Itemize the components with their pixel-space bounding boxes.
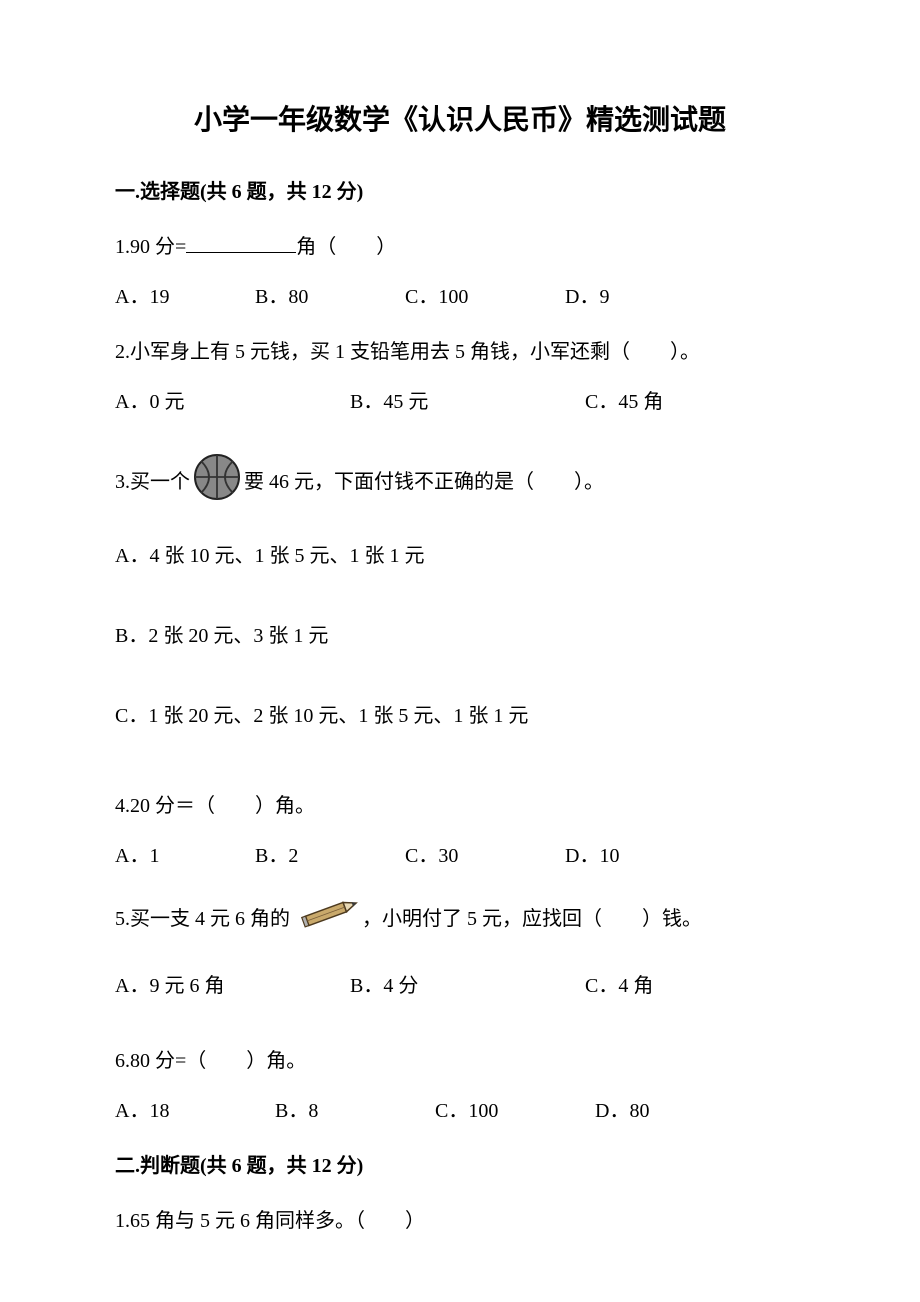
q2-opt-b: B．45 元 — [350, 387, 585, 417]
q5-text: 5.买一支 4 元 6 角的 ，小明付了 5 元，应找回（ ）钱。 — [115, 896, 805, 941]
q1-opt-c: C．100 — [405, 282, 565, 312]
q3-text-after: 要 46 元，下面付钱不正确的是（ ）。 — [244, 467, 604, 497]
q3-options: A．4 张 10 元、1 张 5 元、1 张 1 元 B．2 张 20 元、3 … — [115, 541, 805, 731]
q5-text-before: 5.买一支 4 元 6 角的 — [115, 904, 290, 934]
q4-text: 4.20 分＝（ ）角。 — [115, 791, 805, 821]
q3-opt-a: A．4 张 10 元、1 张 5 元、1 张 1 元 — [115, 541, 805, 571]
q5-opt-b: B．4 分 — [350, 971, 585, 1001]
q4-options: A．1 B．2 C．30 D．10 — [115, 841, 805, 871]
page-title: 小学一年级数学《认识人民币》精选测试题 — [115, 100, 805, 142]
q4-opt-b: B．2 — [255, 841, 405, 871]
q1-blank — [186, 233, 296, 253]
question-4: 4.20 分＝（ ）角。 A．1 B．2 C．30 D．10 — [115, 791, 805, 871]
q5-opt-a: A．9 元 6 角 — [115, 971, 350, 1001]
q1-opt-b: B．80 — [255, 282, 405, 312]
q2-opt-a: A．0 元 — [115, 387, 350, 417]
q1-text-before: 1.90 分= — [115, 236, 186, 258]
question-5: 5.买一支 4 元 6 角的 ，小明付了 5 元，应找回（ ）钱。 A．9 元 … — [115, 896, 805, 1001]
question-3: 3.买一个 要 46 元，下面付钱不正确的是（ ）。 A．4 张 10 元、1 … — [115, 452, 805, 731]
q4-opt-c: C．30 — [405, 841, 565, 871]
q6-options: A．18 B．8 C．100 D．80 — [115, 1096, 805, 1126]
q3-opt-c: C．1 张 20 元、2 张 10 元、1 张 5 元、1 张 1 元 — [115, 701, 805, 731]
q1-text: 1.90 分= 角（ ） — [115, 232, 805, 262]
section2-header: 二.判断题(共 6 题，共 12 分) — [115, 1151, 805, 1181]
section1-header: 一.选择题(共 6 题，共 12 分) — [115, 177, 805, 207]
q6-text: 6.80 分=（ ）角。 — [115, 1046, 805, 1076]
pencil-icon — [292, 896, 360, 941]
question-1: 1.90 分= 角（ ） A．19 B．80 C．100 D．9 — [115, 232, 805, 312]
q2-opt-c: C．45 角 — [585, 387, 785, 417]
q4-opt-d: D．10 — [565, 841, 685, 871]
s2-q1-text: 1.65 角与 5 元 6 角同样多。（ ） — [115, 1206, 805, 1236]
q6-opt-d: D．80 — [595, 1096, 715, 1126]
basketball-icon — [192, 452, 242, 511]
q1-options: A．19 B．80 C．100 D．9 — [115, 282, 805, 312]
q2-text: 2.小军身上有 5 元钱，买 1 支铅笔用去 5 角钱，小军还剩（ ）。 — [115, 337, 805, 367]
q6-opt-b: B．8 — [275, 1096, 435, 1126]
q3-text: 3.买一个 要 46 元，下面付钱不正确的是（ ）。 — [115, 452, 805, 511]
q2-options: A．0 元 B．45 元 C．45 角 — [115, 387, 805, 417]
q4-opt-a: A．1 — [115, 841, 255, 871]
question-6: 6.80 分=（ ）角。 A．18 B．8 C．100 D．80 — [115, 1046, 805, 1126]
q5-opt-c: C．4 角 — [585, 971, 785, 1001]
q3-text-before: 3.买一个 — [115, 467, 190, 497]
q1-text-after: 角（ ） — [296, 236, 396, 258]
q6-opt-c: C．100 — [435, 1096, 595, 1126]
q5-text-after: ，小明付了 5 元，应找回（ ）钱。 — [362, 904, 702, 934]
section2-question-1: 1.65 角与 5 元 6 角同样多。（ ） — [115, 1206, 805, 1236]
q5-options: A．9 元 6 角 B．4 分 C．4 角 — [115, 971, 805, 1001]
q1-opt-d: D．9 — [565, 282, 685, 312]
q3-opt-b: B．2 张 20 元、3 张 1 元 — [115, 621, 805, 651]
q1-opt-a: A．19 — [115, 282, 255, 312]
question-2: 2.小军身上有 5 元钱，买 1 支铅笔用去 5 角钱，小军还剩（ ）。 A．0… — [115, 337, 805, 417]
q6-opt-a: A．18 — [115, 1096, 275, 1126]
